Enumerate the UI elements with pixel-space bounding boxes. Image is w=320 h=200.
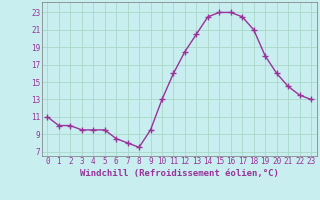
X-axis label: Windchill (Refroidissement éolien,°C): Windchill (Refroidissement éolien,°C) [80,169,279,178]
